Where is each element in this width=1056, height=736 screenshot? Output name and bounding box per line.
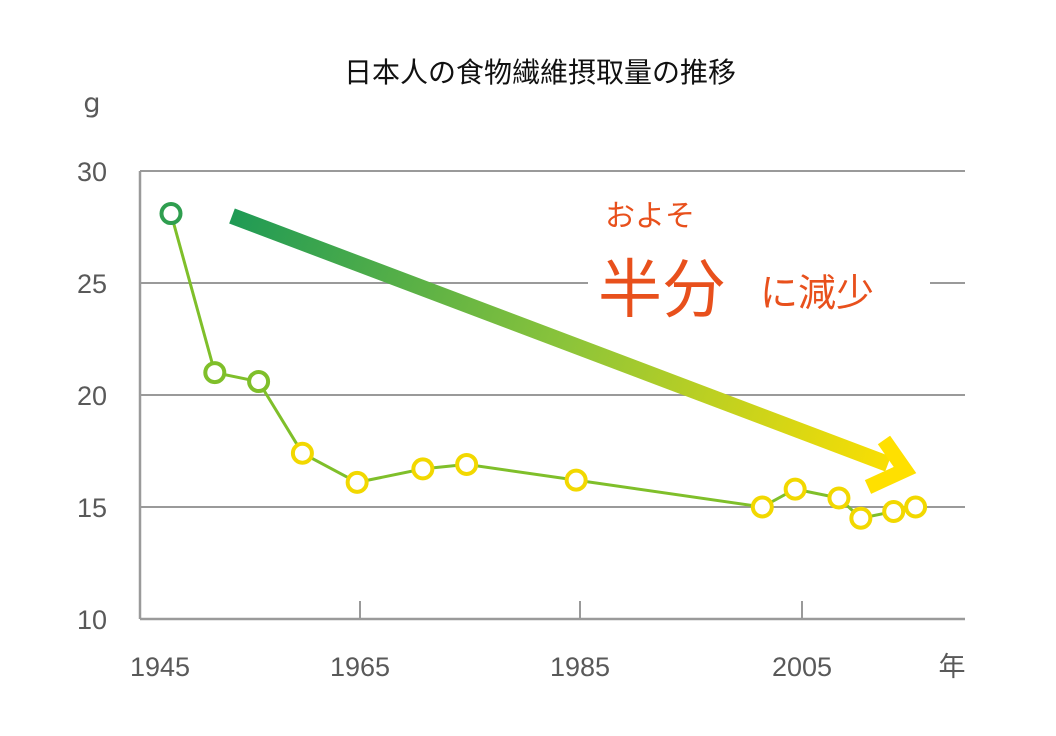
decrease-arrow [229,208,917,494]
data-points [159,202,928,530]
y-axis-unit: g [83,88,100,119]
data-point-2008 [827,486,851,510]
chart-title: 日本人の食物繊維摂取量の推移 [344,56,736,89]
data-point-2015 [904,495,928,519]
data-point-1959 [290,441,314,465]
y-tick-20: 20 [77,381,107,411]
data-point-1951 [203,361,227,385]
data-point-2001 [750,495,774,519]
y-tick-10: 10 [77,605,107,635]
x-tick-1985: 1985 [550,652,610,682]
data-point-2010 [849,506,873,530]
callout-background [588,236,930,322]
data-point-1955 [247,370,271,394]
data-point-1984 [564,468,588,492]
arrow-shaft [229,208,891,472]
y-tick-15: 15 [77,493,107,523]
y-tick-25: 25 [77,269,107,299]
data-point-1947 [159,202,183,226]
callout-emphasis: 半分 [598,254,726,328]
data-point-2004 [783,477,807,501]
y-tick-30: 30 [77,157,107,187]
x-tick-2005: 2005 [772,652,832,682]
x-axis-unit: 年 [939,652,966,683]
arrow-head [864,435,917,494]
x-tick-1965: 1965 [330,652,390,682]
data-point-1964 [345,470,369,494]
data-point-1970 [411,457,435,481]
callout-rest: に減少 [760,271,874,315]
y-tick-labels: 10 15 20 25 30 [77,157,107,635]
data-point-2013 [882,499,906,523]
gridlines [138,170,965,621]
callout-line1: およそ [605,199,695,234]
data-point-1974 [455,452,479,476]
x-tick-labels: 1945 1965 1985 2005 [130,652,832,682]
x-tick-1945: 1945 [130,652,190,682]
